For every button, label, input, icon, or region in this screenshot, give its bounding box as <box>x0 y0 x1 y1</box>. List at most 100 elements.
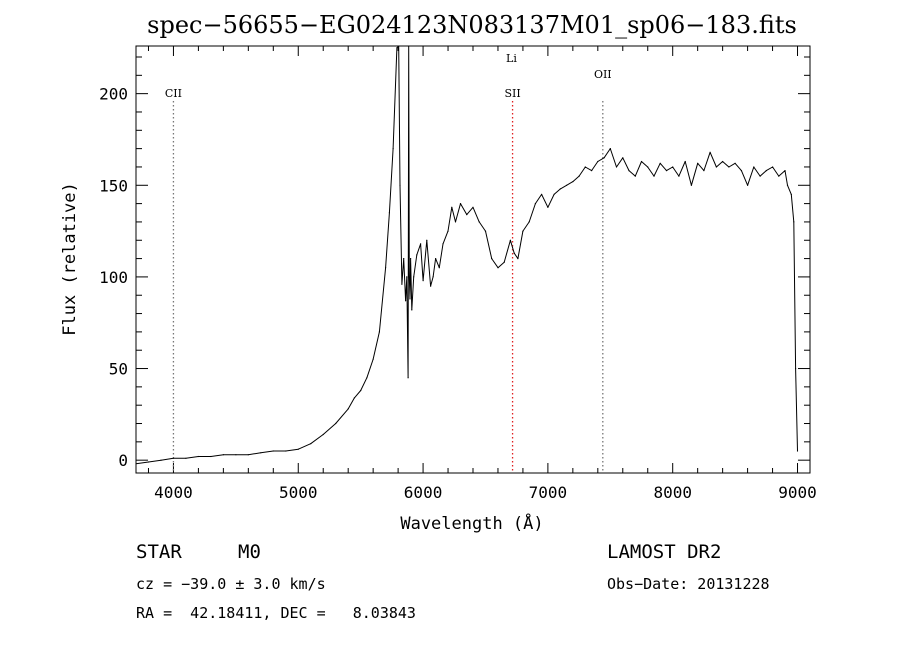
spectrum-point <box>795 367 797 370</box>
spectrum-point <box>709 151 711 153</box>
x-tick-label: 6000 <box>404 483 443 502</box>
spectrum-point <box>472 206 474 208</box>
x-tick-labels: 4000 5000 6000 7000 8000 9000 <box>154 483 817 502</box>
spectrum-point <box>396 47 398 49</box>
spectrum-point <box>378 331 380 333</box>
spectrum-point <box>416 254 418 256</box>
spectrum-point <box>653 175 655 177</box>
object-subclass: M0 <box>238 541 261 563</box>
spectrum-point <box>272 450 274 452</box>
spectrum-point <box>408 276 410 278</box>
spectrum-point <box>659 162 661 164</box>
spectrum-point <box>591 170 593 172</box>
spectrum-point <box>534 203 537 205</box>
spectrum-point <box>547 206 549 208</box>
spectrum-point <box>399 184 401 186</box>
spectrum-point <box>413 276 415 278</box>
x-tick-label: 7000 <box>529 483 568 502</box>
spectrum-point <box>347 408 349 410</box>
spectrum-point <box>678 175 680 177</box>
y-tick-label: 50 <box>109 360 128 379</box>
spectrum-point <box>403 258 405 260</box>
spectrum-point <box>684 160 686 163</box>
spectrum-point <box>172 457 174 459</box>
spectrum-point <box>517 258 519 260</box>
spectrum-point <box>147 461 150 463</box>
spectrum-point <box>222 454 224 456</box>
spectrum-point <box>438 267 440 269</box>
spectrum-point <box>609 148 611 150</box>
spectrum-point <box>454 221 457 223</box>
reference-lines: CII Li SII OII <box>165 52 612 473</box>
spectrum-point <box>603 157 605 159</box>
spectrum-point <box>772 166 774 168</box>
spectrum-point <box>528 221 530 223</box>
x-axis-label: Wavelength (Å) <box>400 512 543 534</box>
spectrum-point <box>615 166 618 168</box>
spectrum-point <box>790 193 792 195</box>
spectrum-point <box>260 452 262 454</box>
spectrum-point <box>422 280 424 282</box>
spectrum-point <box>734 162 736 164</box>
spectrum-point <box>401 283 403 285</box>
spectrum-point <box>747 184 749 186</box>
spectrum-point <box>235 454 237 456</box>
object-class: STAR <box>136 541 182 563</box>
spectrum-point <box>541 193 543 195</box>
spectrum-point <box>509 239 511 241</box>
spectrum-point <box>740 170 743 172</box>
spectrum-point <box>410 258 412 260</box>
spectrum-point <box>759 175 761 177</box>
spectrum-point <box>491 258 493 260</box>
spectrum-point <box>715 166 718 168</box>
spectrum-point <box>442 243 444 245</box>
spectrum-point <box>185 457 187 459</box>
spectrum-point <box>366 377 368 379</box>
spectrum-point <box>310 443 312 445</box>
spectrum-point <box>578 175 580 177</box>
plot-frame <box>135 45 811 474</box>
spectrum-point <box>622 157 624 159</box>
spectrum-point <box>634 175 636 177</box>
spectrum-point <box>407 377 409 379</box>
spectrum-point <box>672 166 674 168</box>
spectrum-point <box>793 221 795 223</box>
spectrum-point <box>697 162 699 164</box>
y-tick-labels: 0 50 100 150 200 <box>99 85 128 471</box>
spectrum-point <box>466 214 468 216</box>
spectrum-point <box>522 230 524 232</box>
y-axis-label: Flux (relative) <box>60 182 80 336</box>
spectrum-point <box>360 389 362 392</box>
spectrum-point <box>459 203 462 205</box>
spectrum-point <box>388 212 390 214</box>
spectrum-point <box>478 221 480 223</box>
obs-date-text: Obs−Date: 20131228 <box>607 575 770 593</box>
spectrum-point <box>628 170 630 172</box>
line-label-li: Li <box>506 52 517 65</box>
line-label-cii: CII <box>165 87 182 100</box>
spectrum-point <box>559 188 562 190</box>
y-tick-label: 200 <box>99 85 128 104</box>
spectrum-point <box>420 243 422 245</box>
spectrum-point <box>640 160 643 163</box>
spectrum-point <box>285 450 287 452</box>
spectrum-point <box>398 46 400 47</box>
spectrum-point <box>497 267 499 269</box>
spectrum-point <box>406 276 408 278</box>
spectrum-point <box>297 448 299 450</box>
spectrum-point <box>160 459 162 461</box>
chart-title: spec−56655−EG024123N083137M01_sp06−183.f… <box>147 11 797 39</box>
spectrum-point <box>597 160 599 163</box>
spectrum-point <box>385 267 387 269</box>
y-tick-label: 150 <box>99 176 128 195</box>
spectrum-point <box>435 258 437 260</box>
spectrum-point <box>690 184 693 186</box>
x-tick-label: 8000 <box>653 483 692 502</box>
line-label-oii: OII <box>594 68 612 81</box>
series-layer <box>136 46 799 465</box>
y-tick-label: 0 <box>118 451 128 470</box>
spectrum-point <box>210 455 212 458</box>
spectrum-point <box>553 193 555 195</box>
spectrum-point <box>409 298 411 300</box>
x-tick-label: 4000 <box>154 483 193 502</box>
